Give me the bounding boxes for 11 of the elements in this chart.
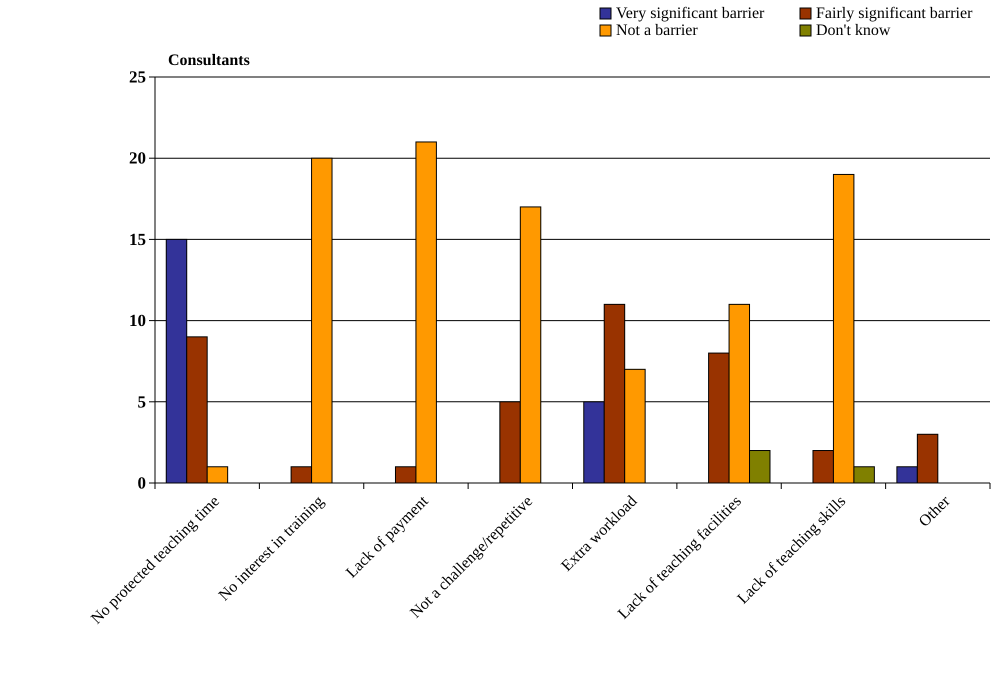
y-tick-label: 5 — [138, 392, 146, 412]
y-tick-label: 15 — [129, 230, 146, 249]
legend-label: Fairly significant barrier — [816, 5, 974, 22]
legend-label: Very significant barrier — [616, 5, 766, 22]
y-tick-label: 0 — [138, 473, 146, 492]
y-axis-title: Consultants — [168, 52, 250, 69]
y-tick-label: 20 — [129, 148, 146, 168]
y-tick-label: 10 — [129, 311, 146, 330]
legend-label: Don't know — [816, 22, 891, 39]
y-tick-label: 25 — [129, 67, 146, 86]
legend-label: Not a barrier — [616, 22, 698, 39]
